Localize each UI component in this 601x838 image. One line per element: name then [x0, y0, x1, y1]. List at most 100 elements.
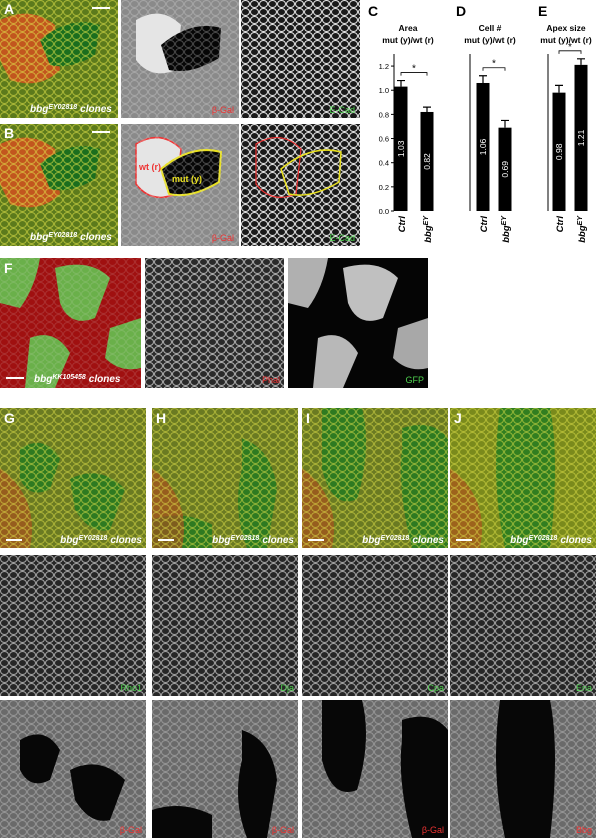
caption-part: clones: [560, 535, 592, 546]
panel-label: B: [4, 125, 14, 141]
clone-region: [496, 700, 555, 838]
image-stain: Dja: [152, 555, 298, 696]
panel-label: E: [538, 3, 547, 19]
caption: bbgEY02818 clones: [510, 535, 592, 547]
bar: [574, 64, 588, 211]
clone-region: [238, 730, 277, 838]
caption-part: bbg: [362, 535, 380, 546]
bar: [476, 82, 490, 211]
channel-label: β-Gal: [212, 233, 234, 243]
cell-texture: [450, 555, 596, 696]
value-label: 0.82: [422, 153, 432, 170]
channel-label: Rho1: [120, 683, 142, 693]
caption-part: clones: [110, 535, 142, 546]
channel-label: Ena: [576, 683, 592, 693]
value-label: 1.21: [576, 129, 586, 146]
y-tick-label: 0.0: [379, 207, 389, 216]
cell-texture: [0, 555, 146, 696]
x-tick-label: Ctrl: [397, 216, 408, 233]
significance: *: [568, 42, 572, 53]
image-b-merge: [0, 124, 118, 246]
error-bar: [577, 58, 585, 65]
channel-label: Phal: [262, 375, 280, 385]
caption-sup: KK105458: [52, 374, 86, 381]
image-b-bgal: [121, 124, 239, 246]
caption-sup: EY02818: [48, 232, 77, 239]
panel-label: G: [4, 410, 15, 426]
channel-label: E-Cad: [329, 105, 355, 115]
image-stain: Cpa: [302, 555, 448, 696]
image-b-ecad: [241, 124, 360, 246]
image-marker: β-Gal: [0, 700, 146, 838]
y-tick-label: 0.8: [379, 110, 389, 119]
caption-sup: EY02818: [48, 104, 77, 111]
category: Ctrl: [555, 216, 566, 233]
error-bar: [397, 79, 405, 87]
image-f-gfp: [288, 258, 428, 388]
cell-texture: [450, 408, 596, 548]
category: bbg: [577, 225, 588, 243]
clone-region: [400, 716, 448, 838]
panel-label: I: [306, 410, 310, 426]
category: Ctrl: [479, 216, 490, 233]
image-f-merge: [0, 258, 141, 388]
x-tick-label: Ctrl: [479, 216, 490, 233]
chart-title: Area: [399, 23, 418, 33]
channel-label: β-Gal: [272, 825, 294, 835]
caption-part: bbg: [510, 535, 528, 546]
panel-label: H: [156, 410, 166, 426]
significance-bracket: [400, 72, 428, 76]
caption: bbgKK105458 clones: [34, 374, 121, 386]
caption-sup: EY02818: [381, 535, 410, 542]
x-tick-label: bbgEY: [577, 215, 589, 243]
channel-label: β-Gal: [120, 825, 142, 835]
bar: [498, 127, 512, 211]
channel-label: β-Gal: [212, 105, 234, 115]
image-a-bgal: [121, 0, 239, 118]
y-tick-label: 1.2: [379, 62, 389, 71]
channel-label: Cpa: [427, 683, 444, 693]
x-tick-label: Ctrl: [555, 216, 566, 233]
caption-part: bbg: [34, 374, 52, 385]
error-bar: [423, 106, 431, 112]
y-tick-label: 0.2: [379, 183, 389, 192]
chart-subtitle: mut (y)/wt (r): [382, 35, 434, 45]
bar: [420, 111, 434, 211]
panel-label: J: [454, 410, 462, 426]
significance-bracket: [558, 50, 582, 54]
region-label: mut (y): [172, 174, 202, 184]
channel-label: β-Gal: [422, 825, 444, 835]
value-label: 0.98: [554, 143, 564, 160]
cell-texture: [302, 555, 448, 696]
chart-title: Apex size: [546, 23, 585, 33]
caption: bbgEY02818 clones: [60, 535, 142, 547]
caption: bbgEY02818 clones: [212, 535, 294, 547]
image-a-ecad: [241, 0, 360, 118]
image-marker: Bbg: [450, 700, 596, 838]
channel-label: Dja: [280, 683, 294, 693]
caption-sup: EY02818: [79, 535, 108, 542]
caption-part: bbg: [60, 535, 78, 546]
significance: *: [412, 64, 416, 75]
x-tick-label: bbgEY: [501, 215, 513, 243]
channel-label: GFP: [405, 375, 424, 385]
y-tick-label: 1.0: [379, 86, 389, 95]
image-f-phal: [145, 258, 284, 388]
panel-label: F: [4, 260, 13, 276]
value-label: 0.69: [500, 161, 510, 178]
x-tick-label: bbgEY: [423, 215, 435, 243]
cell-texture: [152, 555, 298, 696]
image-marker: β-Gal: [302, 700, 448, 838]
error-bar: [479, 75, 487, 83]
cell-texture: [152, 408, 298, 548]
chart-title: Cell #: [479, 23, 502, 33]
category-sup: EY: [501, 215, 508, 226]
error-bar: [555, 84, 563, 93]
caption-sup: EY02818: [529, 535, 558, 542]
clone-region: [70, 764, 125, 821]
significance: *: [492, 59, 496, 70]
